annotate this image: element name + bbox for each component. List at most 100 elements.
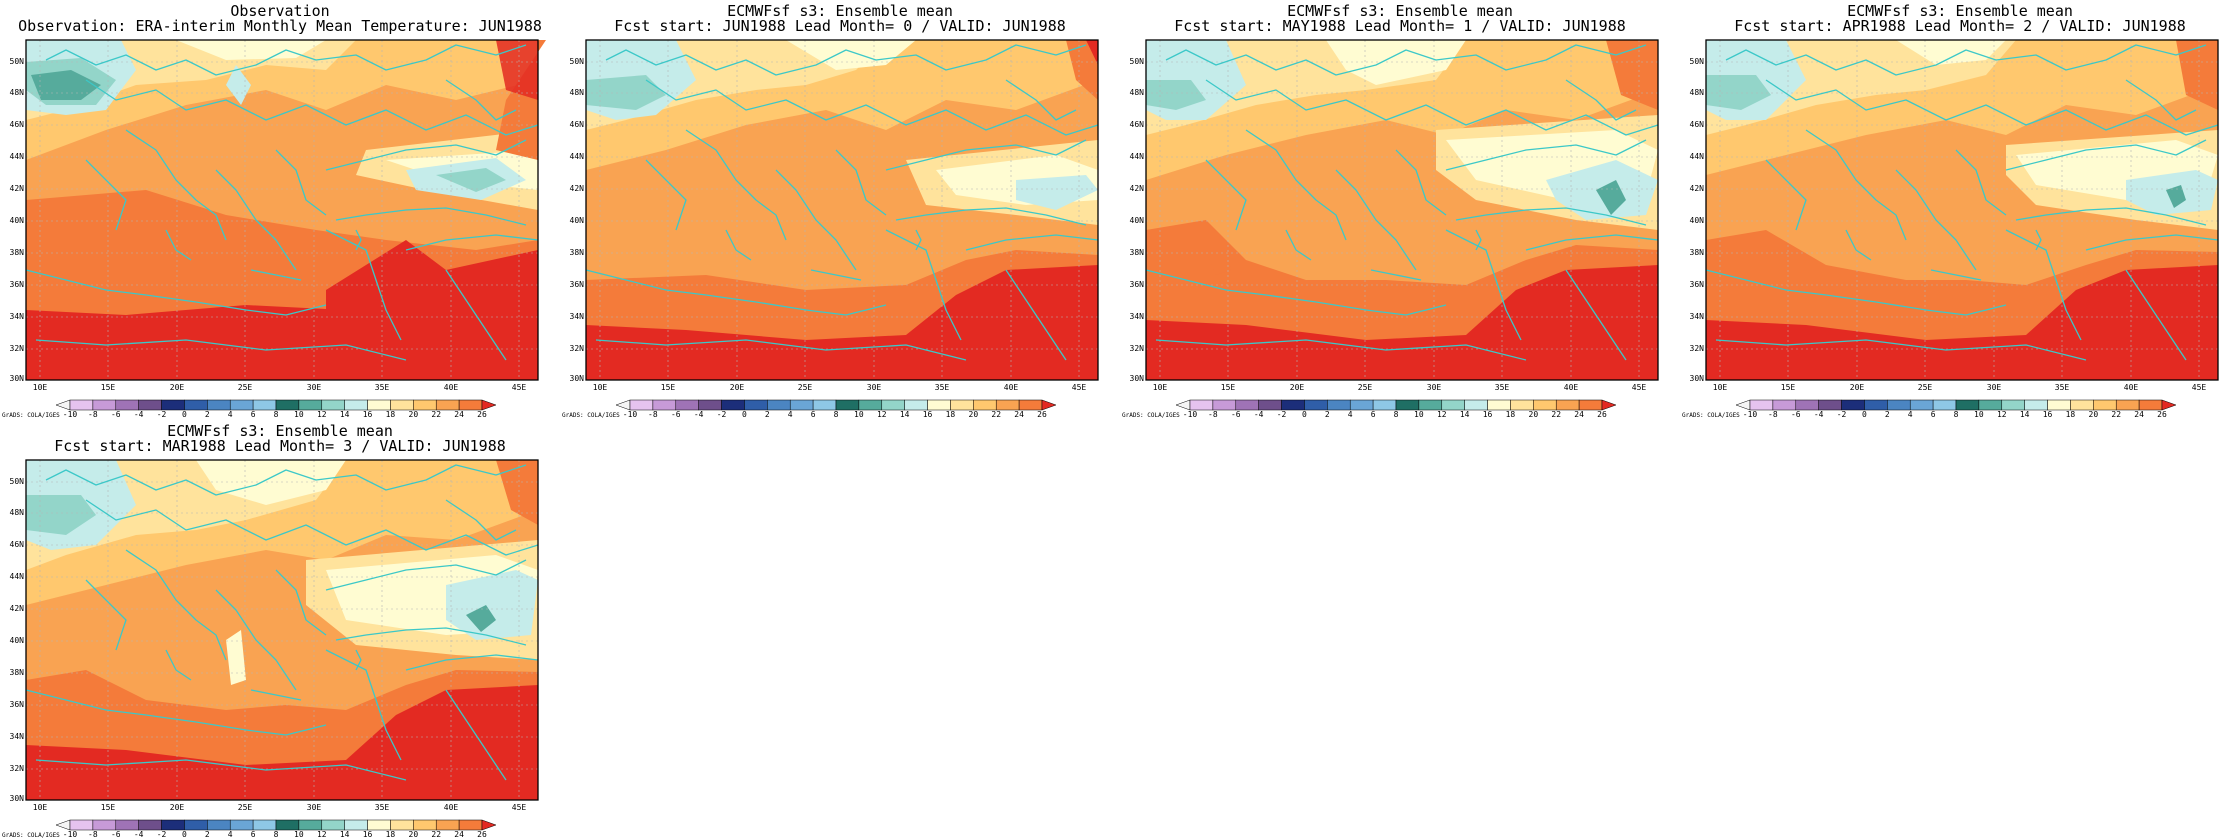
colorbar-swatch: [2070, 399, 2094, 411]
colorbar-swatches: [615, 399, 1057, 411]
colorbar-swatch: [2093, 399, 2117, 411]
lat-label: 30N: [1689, 374, 1704, 383]
colorbar-tick-label: 2: [204, 410, 210, 419]
lat-label: 32N: [1129, 344, 1144, 353]
panel-title-line2: Fcst start: MAY1988 Lead Month= 1 / VALI…: [1174, 17, 1626, 35]
lat-label: 44N: [9, 152, 24, 161]
colorbar-swatches: [1735, 399, 2177, 411]
colorbar-tick-label: 14: [339, 830, 350, 839]
lat-label: 46N: [9, 120, 24, 129]
colorbar-tick-label: -10: [62, 410, 78, 419]
lat-label: 34N: [9, 732, 24, 741]
colorbar: -10 -8 -6 -4 -2 0 2 4 6 8 10 12 14 16 18 20 22 24 26: [1175, 399, 1617, 420]
colorbar-tick-label: 20: [1528, 410, 1539, 419]
colorbar-swatch: [1327, 399, 1351, 411]
temperature-map: [585, 39, 1099, 381]
map-panel-lead1: ECMWFsf s3: Ensemble mean Fcst start: MA…: [1120, 0, 1680, 420]
lat-label: 40N: [9, 636, 24, 645]
colorbar-tick-label: 0: [182, 410, 187, 419]
lat-label: 44N: [9, 572, 24, 581]
colorbar-tick-label: 26: [2157, 410, 2167, 419]
colorbar-swatch: [1887, 399, 1911, 411]
colorbar-swatch: [1932, 399, 1957, 411]
map-panel-lead3: ECMWFsf s3: Ensemble mean Fcst start: MA…: [0, 420, 560, 840]
lon-label: 40E: [1563, 383, 1579, 392]
map-panel-lead2: ECMWFsf s3: Ensemble mean Fcst start: AP…: [1680, 0, 2240, 420]
colorbar-tick-label: 20: [408, 410, 419, 419]
colorbar-swatch: [229, 819, 254, 831]
colorbar-swatch: [275, 819, 300, 831]
colorbar-swatch: [344, 819, 368, 831]
panel-title-line2: Fcst start: APR1988 Lead Month= 2 / VALI…: [1734, 17, 2186, 35]
temperature-map: [25, 459, 539, 801]
colorbar-swatch: [789, 399, 814, 411]
colorbar-swatch: [298, 819, 323, 831]
colorbar-swatch: [435, 819, 460, 831]
colorbar-tick-label: 20: [408, 830, 419, 839]
lat-label: 30N: [9, 794, 24, 803]
colorbar-swatch: [413, 399, 437, 411]
colorbar-swatch: [2001, 399, 2025, 411]
lon-label: 25E: [797, 383, 813, 392]
colorbar-tick-label: 2: [764, 410, 770, 419]
lon-label: 30E: [306, 383, 322, 392]
colorbar-tick-label: 22: [991, 410, 1002, 419]
colorbar-tick-label: 0: [182, 830, 187, 839]
lat-label: 30N: [9, 374, 24, 383]
lat-label: 32N: [1689, 344, 1704, 353]
colorbar-tick-label: 14: [339, 410, 350, 419]
colorbar-tick-label: 10: [294, 410, 304, 419]
colorbar-swatch: [252, 399, 277, 411]
colorbar-swatch: [1235, 399, 1259, 411]
lat-label: 48N: [569, 88, 584, 97]
colorbar-tick-label: 12: [876, 410, 887, 419]
colorbar-swatch: [2024, 399, 2048, 411]
lat-label: 46N: [9, 540, 24, 549]
colorbar-tick-label: 4: [1907, 410, 1913, 419]
colorbar-swatch: [1510, 399, 1534, 411]
lat-label: 46N: [569, 120, 584, 129]
lat-label: 48N: [1689, 88, 1704, 97]
lon-label: 40E: [2123, 383, 2139, 392]
colorbar-tick-label: 4: [1347, 410, 1353, 419]
panel-title-line1: ECMWFsf s3: Ensemble mean: [727, 2, 953, 20]
colorbar-swatch: [458, 819, 483, 831]
colorbar-tick-label: 14: [2019, 410, 2030, 419]
lon-label: 30E: [866, 383, 882, 392]
colorbar-tick-label: 18: [1505, 410, 1516, 419]
colorbar-tick-label: -6: [670, 410, 681, 419]
colorbar-swatch: [161, 819, 185, 831]
lon-label: 10E: [32, 383, 48, 392]
colorbar-swatch: [413, 819, 437, 831]
temperature-map: [1145, 39, 1659, 381]
colorbar-swatch: [1818, 399, 1842, 411]
colorbar-tick-label: 18: [385, 830, 396, 839]
lat-label: 34N: [1689, 312, 1704, 321]
colorbar-tick-label: 4: [227, 830, 233, 839]
colorbar: -10 -8 -6 -4 -2 0 2 4 6 8 10 12 14 16 18 20 22 24 26: [1735, 399, 2177, 420]
colorbar-swatch: [2047, 399, 2071, 411]
lon-label: 40E: [443, 383, 459, 392]
lon-label: 35E: [374, 803, 390, 812]
lat-label: 36N: [9, 280, 24, 289]
colorbar-tick-label: -2: [1836, 410, 1847, 419]
lat-label: 50N: [1129, 57, 1144, 66]
panel-title-line2: Fcst start: JUN1988 Lead Month= 0 / VALI…: [614, 17, 1066, 35]
colorbar-tick-label: 26: [1037, 410, 1047, 419]
colorbar-tick-label: -2: [716, 410, 727, 419]
colorbar-tick-label: -8: [88, 830, 98, 839]
colorbar-tick-label: -6: [1790, 410, 1801, 419]
colorbar-tick-label: -2: [1276, 410, 1287, 419]
colorbar-swatch: [1555, 399, 1580, 411]
colorbar-tick-label: -2: [156, 830, 167, 839]
lat-label: 34N: [1129, 312, 1144, 321]
lon-label: 45E: [511, 383, 527, 392]
colorbar-tick-label: -8: [648, 410, 658, 419]
colorbar-swatch: [1841, 399, 1865, 411]
lat-label: 40N: [9, 216, 24, 225]
colorbar-swatch: [1018, 399, 1043, 411]
lat-label: 34N: [9, 312, 24, 321]
colorbar-tick-label: 18: [945, 410, 956, 419]
lat-label: 44N: [569, 152, 584, 161]
colorbar-swatch: [1772, 399, 1797, 411]
